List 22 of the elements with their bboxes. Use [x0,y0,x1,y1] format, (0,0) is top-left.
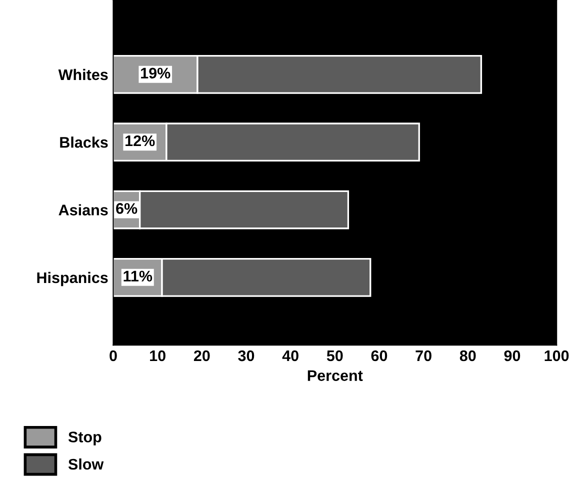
y-tick-label: Hispanics [37,272,108,286]
x-tick-label: 30 [238,350,254,362]
x-tick-label: 10 [150,350,166,362]
x-tick-label: 0 [110,350,117,362]
x-tick-label: 100 [544,350,569,362]
x-tick-label: 50 [326,350,343,362]
x-tick-label: 80 [460,350,476,362]
x-tick-label: 70 [416,350,432,362]
x-axis-title: Percent [308,370,363,381]
y-tick-label: Asians [58,204,108,216]
data-label: 11% [124,270,152,282]
data-label: 6% [116,203,138,214]
y-tick-label: Whites [58,68,108,80]
x-tick-label: 60 [371,350,388,362]
y-tick-label: Blacks [60,136,108,148]
x-tick-label: 20 [194,350,210,362]
data-label: 12% [126,135,155,146]
legend-label: Slow [68,458,104,470]
x-tick-label: 90 [504,350,520,362]
data-label: 19% [141,68,170,79]
x-tick-label: 40 [282,350,298,362]
legend-label: Stop [68,432,102,446]
